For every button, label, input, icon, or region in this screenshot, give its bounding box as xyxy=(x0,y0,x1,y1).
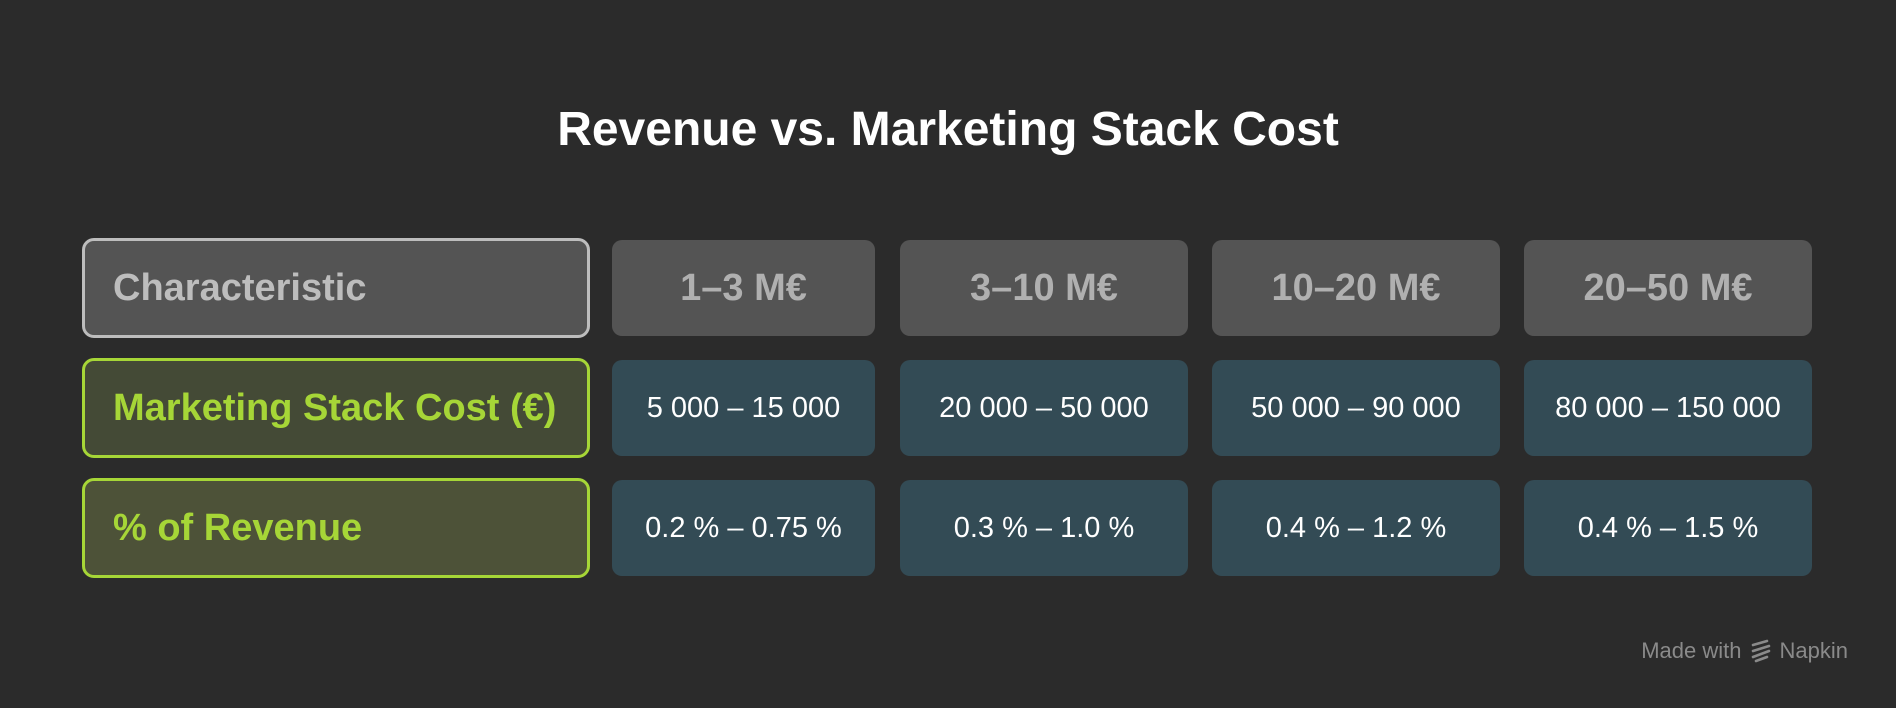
column-header-3-10m: 3–10 M€ xyxy=(900,240,1188,336)
column-header-20-50m: 20–50 M€ xyxy=(1524,240,1812,336)
row-label-percent-of-revenue: % of Revenue xyxy=(82,478,590,578)
cost-cell-3-10m: 20 000 – 50 000 xyxy=(900,360,1188,456)
percent-cell-20-50m: 0.4 % – 1.5 % xyxy=(1524,480,1812,576)
cost-cell-10-20m: 50 000 – 90 000 xyxy=(1212,360,1500,456)
napkin-brand-label: Napkin xyxy=(1779,638,1848,663)
percent-cell-10-20m: 0.4 % – 1.2 % xyxy=(1212,480,1500,576)
column-header-10-20m: 10–20 M€ xyxy=(1212,240,1500,336)
cost-cell-20-50m: 80 000 – 150 000 xyxy=(1524,360,1812,456)
percent-cell-3-10m: 0.3 % – 1.0 % xyxy=(900,480,1188,576)
made-with-label: Made with xyxy=(1641,638,1742,663)
row-label-marketing-stack-cost: Marketing Stack Cost (€) xyxy=(82,358,590,458)
napkin-logo-icon xyxy=(1750,639,1772,663)
column-header-1-3m: 1–3 M€ xyxy=(612,240,875,336)
made-with-napkin-watermark[interactable]: Made with Napkin xyxy=(1641,638,1848,664)
percent-cell-1-3m: 0.2 % – 0.75 % xyxy=(612,480,875,576)
cost-cell-1-3m: 5 000 – 15 000 xyxy=(612,360,875,456)
header-characteristic: Characteristic xyxy=(82,238,590,338)
page-title: Revenue vs. Marketing Stack Cost xyxy=(557,103,1339,156)
